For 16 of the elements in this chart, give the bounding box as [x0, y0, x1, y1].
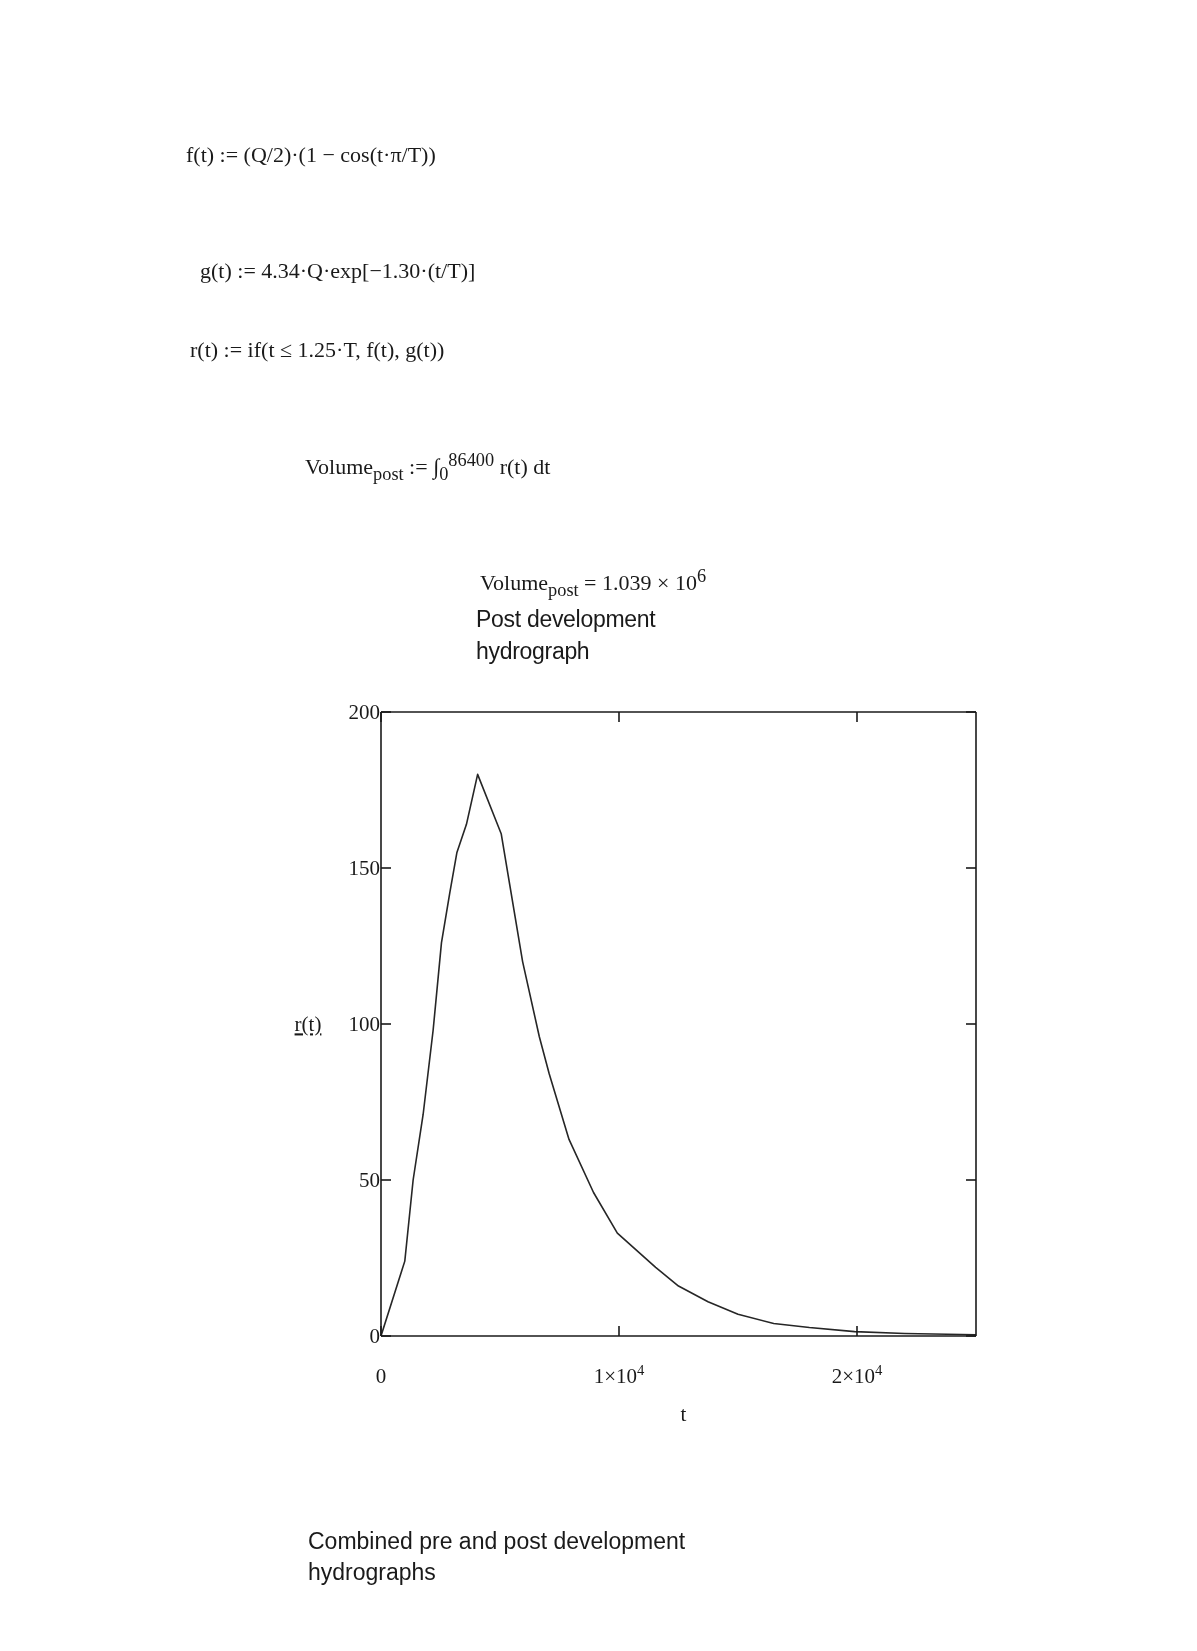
chart-title: Post development hydrograph [476, 605, 657, 666]
y-tick-label: 0 [369, 1324, 380, 1349]
text: g(t) := 4.34·Q·exp[−1.30·(t/T)] [200, 257, 477, 285]
x-axis-title: t [680, 1402, 687, 1427]
y-tick-label: 50 [359, 1168, 380, 1193]
text: Volume$_{post}$ = 1.039 × 10$^{6}$ [480, 565, 708, 602]
text: Combined pre and post development hydrographs [308, 1527, 687, 1587]
text: f(t) := (Q/2)·(1 − cos(t·π/T)) [186, 141, 437, 169]
text: Volume$_{post}$ := ∫$_{0}$$^{86400}$ r(t) dt [305, 449, 552, 486]
text: r(t) := if(t ≤ 1.25·T, f(t), g(t)) [190, 336, 446, 364]
x-tick-label: 2×10$^{4}$ [831, 1362, 883, 1389]
x-tick-label: 1×10$^{4}$ [593, 1362, 645, 1389]
y-tick-label: 200 [348, 700, 380, 725]
y-axis-title: r(t) [294, 1012, 322, 1037]
y-tick-label: 150 [348, 856, 380, 881]
y-tick-label: 100 [348, 1012, 380, 1037]
